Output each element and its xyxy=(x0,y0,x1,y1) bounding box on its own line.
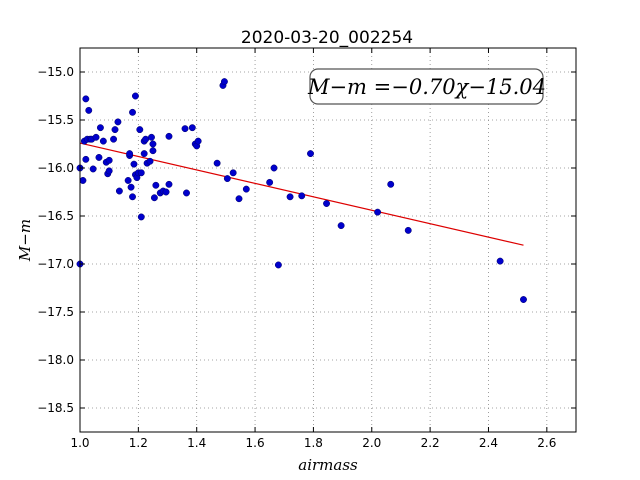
data-point xyxy=(79,177,87,184)
y-axis-label: M−m xyxy=(16,219,34,262)
axis-ticks: 1.0 1.2 1.4 1.6 1.8 2.0 2.2 2.4 2.6 −15.0 −15.5 −16… xyxy=(37,48,576,450)
data-point xyxy=(142,135,150,143)
data-point xyxy=(129,193,136,201)
data-point xyxy=(194,137,202,145)
data-point xyxy=(82,155,90,163)
plot-frame xyxy=(79,47,577,433)
data-point xyxy=(266,178,274,186)
fit-equation-label: M−m =−0.70χ−15.04 xyxy=(307,75,546,99)
data-point xyxy=(89,165,97,173)
data-point xyxy=(286,193,294,201)
data-point xyxy=(337,222,345,230)
data-points xyxy=(76,78,527,303)
data-point xyxy=(105,167,113,175)
data-point xyxy=(99,137,107,145)
data-point xyxy=(223,175,231,183)
data-point xyxy=(114,118,122,126)
data-point xyxy=(162,188,170,196)
plot-area xyxy=(80,48,576,432)
data-point xyxy=(115,187,123,195)
data-point xyxy=(85,106,93,114)
x-tick-label: 2.6 xyxy=(537,436,556,450)
data-point xyxy=(307,150,314,158)
data-point xyxy=(387,180,395,188)
data-point xyxy=(92,133,100,141)
data-point xyxy=(126,150,134,158)
data-point xyxy=(323,200,330,207)
data-point xyxy=(374,208,382,216)
data-point xyxy=(404,226,412,234)
fit-equation-box: M−m =−0.70χ−15.04 xyxy=(307,68,546,105)
x-tick-label: 1.4 xyxy=(187,436,206,450)
data-point xyxy=(111,126,119,134)
grid-lines xyxy=(79,48,576,432)
data-point xyxy=(270,164,278,172)
x-tick-label: 2.4 xyxy=(479,436,498,450)
data-point xyxy=(148,133,155,141)
y-tick-label: −18.0 xyxy=(37,353,74,367)
x-tick-label: 1.6 xyxy=(246,436,265,450)
data-point xyxy=(146,157,154,165)
data-point xyxy=(165,132,173,140)
data-point xyxy=(242,185,250,193)
y-tick-label: −15.0 xyxy=(37,65,74,79)
data-point xyxy=(124,177,132,184)
x-tick-label: 2.2 xyxy=(421,436,440,450)
data-point xyxy=(149,147,157,155)
data-point xyxy=(136,126,144,134)
data-point xyxy=(96,124,104,132)
y-tick-label: −17.5 xyxy=(37,305,74,319)
data-point xyxy=(152,181,160,189)
data-point xyxy=(127,183,135,191)
data-point xyxy=(129,108,136,116)
data-point xyxy=(110,135,118,143)
data-point xyxy=(229,169,237,177)
data-point xyxy=(274,261,282,269)
data-point xyxy=(165,180,173,188)
x-tick-label: 1.0 xyxy=(70,436,89,450)
data-point xyxy=(183,189,190,197)
data-point xyxy=(181,125,189,133)
data-point xyxy=(95,153,103,161)
data-point xyxy=(137,213,145,221)
y-tick-label: −18.5 xyxy=(37,401,74,415)
x-tick-label: 2.0 xyxy=(362,436,381,450)
data-point xyxy=(130,160,138,168)
data-point xyxy=(82,95,90,103)
data-point xyxy=(149,140,157,148)
data-point xyxy=(235,195,243,203)
chart-title: 2020-03-20_002254 xyxy=(241,28,413,48)
y-tick-label: −16.5 xyxy=(37,209,74,223)
data-point xyxy=(220,78,228,86)
data-point xyxy=(213,159,221,167)
y-tick-label: −16.0 xyxy=(37,161,74,175)
data-point xyxy=(496,257,504,265)
data-point xyxy=(105,156,113,164)
y-tick-label: −15.5 xyxy=(37,113,74,127)
x-tick-label: 1.2 xyxy=(129,436,148,450)
data-point xyxy=(150,194,158,202)
fit-equation-frame xyxy=(309,68,544,105)
y-tick-label: −17.0 xyxy=(37,257,74,271)
data-point xyxy=(137,169,145,177)
data-point xyxy=(140,150,148,158)
x-tick-label: 1.8 xyxy=(304,436,323,450)
data-point xyxy=(298,192,306,200)
data-point xyxy=(520,296,527,303)
data-point xyxy=(188,124,196,132)
data-point xyxy=(131,92,139,100)
x-axis-label: airmass xyxy=(298,456,358,474)
